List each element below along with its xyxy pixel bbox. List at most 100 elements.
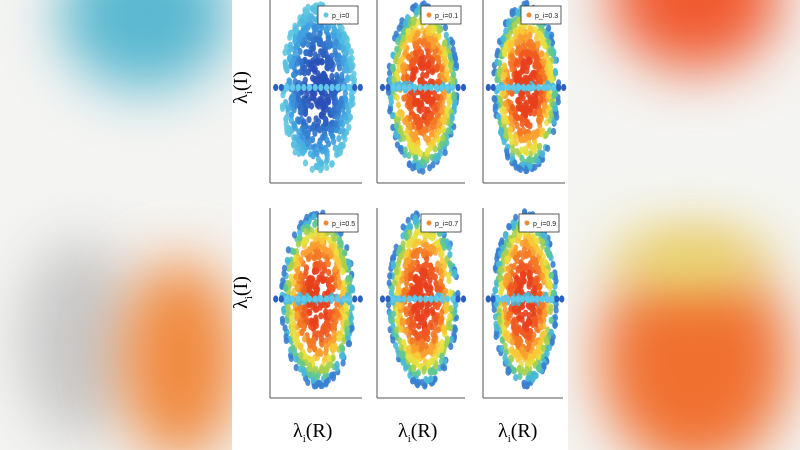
data-point [417, 295, 423, 303]
data-point [334, 360, 340, 369]
data-point [444, 107, 450, 115]
data-point [514, 349, 520, 357]
data-point [521, 277, 527, 285]
data-point [525, 90, 531, 98]
data-point [447, 260, 453, 268]
data-point [497, 274, 503, 282]
data-point [273, 295, 279, 303]
data-point [403, 273, 410, 281]
data-point [403, 286, 410, 294]
data-point [287, 264, 293, 272]
data-point [298, 317, 304, 325]
data-point [323, 366, 329, 374]
data-point [440, 363, 446, 371]
data-point [386, 301, 392, 309]
data-point [435, 93, 441, 101]
data-point [413, 230, 419, 238]
data-point [319, 367, 325, 375]
data-point [329, 72, 335, 81]
data-point [530, 42, 536, 50]
data-point [505, 83, 511, 92]
data-point [443, 287, 449, 295]
data-point [430, 24, 436, 32]
data-point [497, 59, 503, 67]
data-point [410, 17, 416, 25]
data-point [504, 148, 510, 156]
data-point [405, 318, 411, 326]
data-point [279, 282, 285, 290]
data-point [514, 113, 520, 121]
data-point [526, 316, 532, 324]
data-point [495, 83, 501, 92]
data-point [428, 83, 434, 92]
data-point [415, 145, 421, 153]
data-point [541, 362, 547, 370]
data-point [512, 159, 518, 167]
data-point [339, 344, 345, 352]
data-point [519, 115, 525, 123]
data-point [401, 83, 407, 92]
scatter-panel: p_i=0.5 [269, 208, 363, 399]
data-point [447, 61, 454, 69]
data-point [537, 107, 543, 116]
legend: p_i=0 [317, 5, 359, 25]
data-point [411, 376, 417, 384]
data-point [429, 323, 435, 331]
data-point [317, 126, 323, 134]
data-point [550, 260, 556, 268]
data-point [292, 120, 298, 128]
data-point [553, 306, 559, 314]
data-point [433, 295, 440, 303]
data-point [318, 231, 325, 239]
data-point [325, 34, 331, 42]
data-point [455, 83, 461, 92]
data-point [293, 364, 299, 372]
data-point [539, 295, 545, 303]
data-point [515, 8, 521, 16]
data-point [285, 304, 291, 312]
data-point [393, 30, 399, 38]
data-point [329, 127, 335, 135]
data-point [308, 341, 314, 349]
data-point [416, 322, 422, 330]
legend-marker [426, 12, 432, 18]
data-point [515, 341, 521, 349]
data-point [503, 348, 509, 356]
data-point [319, 24, 325, 32]
data-point [430, 309, 436, 317]
data-point [409, 75, 415, 83]
data-point [424, 97, 430, 105]
data-point [345, 275, 351, 283]
data-point [508, 132, 514, 141]
data-point [314, 267, 320, 275]
data-point [421, 367, 427, 375]
data-point [322, 371, 328, 379]
data-point [357, 83, 363, 92]
data-point [423, 232, 430, 240]
data-point [523, 167, 529, 175]
data-point [310, 94, 317, 102]
data-point [418, 63, 424, 71]
data-point [522, 321, 528, 329]
data-point [527, 57, 533, 65]
data-point [301, 310, 307, 318]
data-point [503, 27, 509, 35]
data-point [346, 83, 352, 92]
data-point [447, 312, 453, 320]
data-point [335, 83, 341, 92]
data-point [337, 148, 343, 156]
data-point [428, 263, 434, 271]
data-point [351, 70, 357, 78]
legend-label: p_i=0.7 [435, 221, 458, 228]
data-point [280, 104, 286, 112]
data-point [548, 316, 554, 324]
data-point [519, 302, 526, 310]
data-point [518, 91, 524, 99]
data-point [303, 49, 309, 57]
data-point [452, 326, 458, 334]
data-point [504, 358, 510, 366]
data-point [292, 335, 298, 343]
data-point [439, 83, 445, 92]
data-point [537, 290, 543, 298]
data-point [555, 98, 561, 106]
